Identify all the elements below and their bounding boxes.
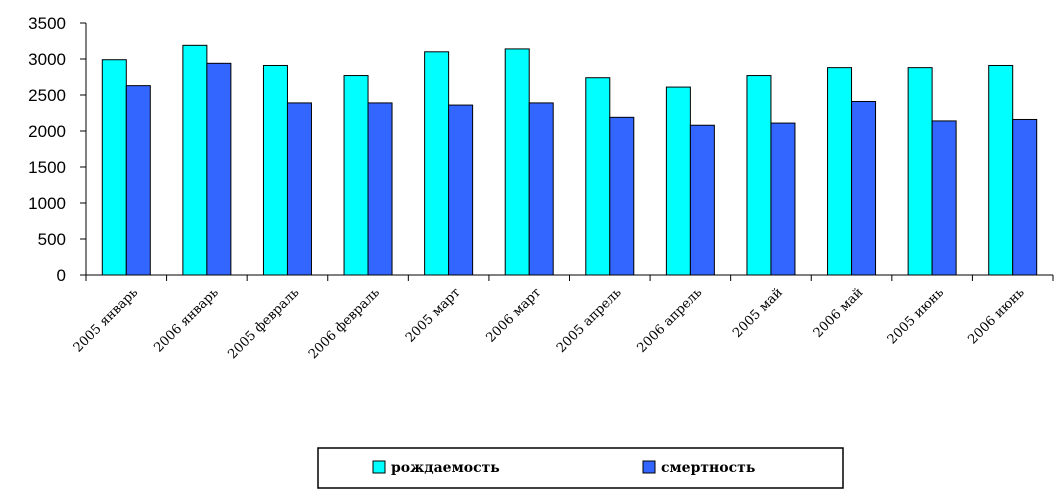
legend-swatch bbox=[372, 460, 386, 474]
y-tick-label: 2000 bbox=[28, 122, 66, 141]
y-tick-label: 1500 bbox=[28, 158, 66, 177]
x-tick-label: 2005 июнь bbox=[885, 285, 947, 347]
legend-label: рождаемость bbox=[391, 460, 500, 476]
x-tick-label: 2006 июнь bbox=[965, 285, 1027, 347]
bar-births bbox=[585, 77, 611, 276]
bar-births bbox=[262, 64, 288, 276]
bar-births bbox=[907, 67, 933, 276]
bar-deaths bbox=[286, 102, 312, 276]
y-tick-label: 1000 bbox=[28, 194, 66, 213]
x-tick-label: 2005 май bbox=[730, 285, 786, 341]
x-tick-label: 2006 январь bbox=[151, 285, 221, 355]
bar-deaths bbox=[689, 124, 715, 276]
x-tick-label: 2006 февраль bbox=[306, 285, 383, 362]
y-tick-label: 3500 bbox=[28, 14, 66, 33]
bar-deaths bbox=[206, 62, 232, 276]
bar-births bbox=[182, 44, 208, 276]
bar-births bbox=[988, 64, 1014, 276]
bar-deaths bbox=[1012, 118, 1038, 276]
bar-births bbox=[827, 67, 853, 276]
x-tick-label: 2006 май bbox=[811, 285, 867, 341]
legend: рождаемость смертность bbox=[317, 447, 844, 489]
x-axis: 2005 январь 2006 январь 2005 февраль 2006 ф… bbox=[71, 274, 1054, 362]
bar-deaths bbox=[609, 116, 635, 276]
legend-box bbox=[317, 447, 844, 489]
y-tick-label: 0 bbox=[57, 266, 66, 285]
x-tick-label: 2005 январь bbox=[71, 285, 141, 355]
bar-deaths bbox=[367, 102, 393, 276]
bar-births bbox=[424, 51, 450, 276]
bar-births bbox=[504, 48, 530, 276]
x-tick-label: 2005 февраль bbox=[225, 285, 302, 362]
bar-births bbox=[746, 75, 772, 276]
bar-deaths bbox=[125, 85, 151, 276]
bar-births bbox=[665, 86, 691, 276]
bar-deaths bbox=[931, 120, 957, 276]
x-tick-label: 2005 март bbox=[403, 285, 464, 346]
y-tick-label: 500 bbox=[38, 230, 66, 249]
x-tick-label: 2006 апрель bbox=[635, 285, 706, 356]
bar-births bbox=[101, 59, 127, 276]
x-tick-label: 2006 март bbox=[484, 285, 545, 346]
bar-deaths bbox=[448, 104, 474, 276]
legend-swatch bbox=[642, 460, 656, 474]
y-tick-label: 3000 bbox=[28, 50, 66, 69]
bar-deaths bbox=[851, 100, 877, 276]
y-tick-label: 2500 bbox=[28, 86, 66, 105]
bar-deaths bbox=[528, 102, 554, 276]
x-tick-label: 2005 апрель bbox=[554, 285, 625, 356]
y-axis: 0 500 1000 1500 2000 2500 3000 3500 bbox=[28, 14, 87, 285]
bar-deaths bbox=[770, 122, 796, 276]
bars bbox=[101, 44, 1038, 276]
legend-label: смертность bbox=[661, 460, 755, 476]
bar-births bbox=[343, 75, 369, 276]
